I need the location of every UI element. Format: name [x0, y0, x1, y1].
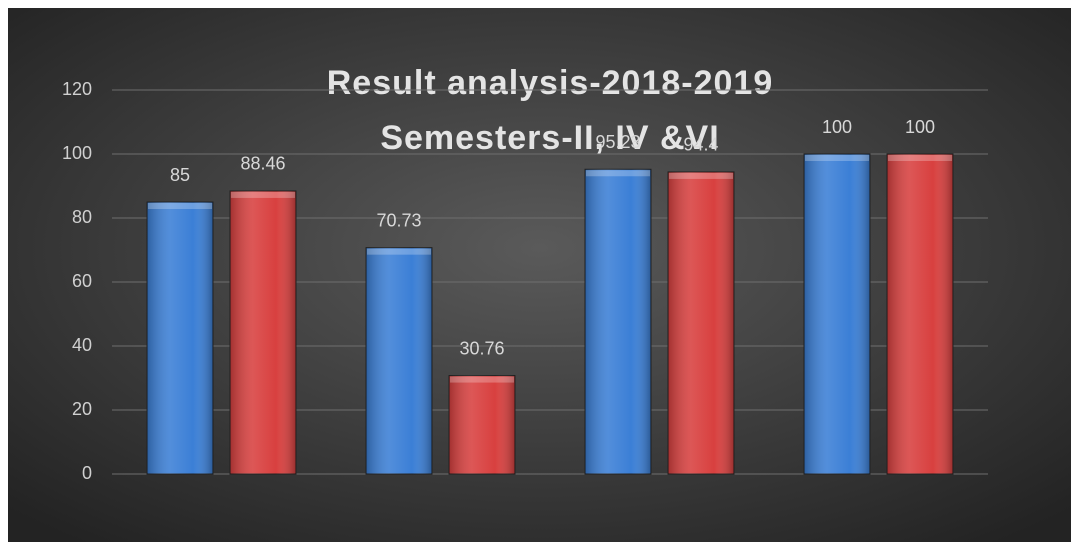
y-tick-label: 120 [62, 79, 92, 99]
bar-highlight [805, 155, 869, 161]
chart-title: Result analysis-2018-2019 [327, 64, 773, 102]
data-label: 94.4 [683, 135, 718, 155]
y-tick-label: 60 [72, 271, 92, 291]
bar [229, 190, 297, 475]
y-tick-label: 0 [82, 463, 92, 483]
bar-highlight [367, 248, 431, 255]
data-label: 88.46 [240, 154, 285, 174]
bar-highlight [148, 203, 212, 209]
data-label: 85 [170, 165, 190, 185]
data-label: 30.76 [459, 338, 504, 358]
bar [886, 153, 954, 475]
y-tick-label: 40 [72, 335, 92, 355]
bar-highlight [669, 172, 733, 179]
bar [667, 171, 735, 475]
bar-highlight [888, 155, 952, 161]
chart-subtitle: Semesters-II, IV &VI [380, 119, 719, 157]
bar-highlight [231, 191, 295, 198]
data-label: 100 [822, 117, 852, 137]
data-label: 100 [905, 117, 935, 137]
bar [448, 375, 516, 475]
data-label: 95.23 [595, 132, 640, 152]
bar [803, 153, 871, 475]
bar-highlight [586, 170, 650, 177]
bar [146, 201, 214, 475]
bar-highlight [450, 376, 514, 383]
data-label: 70.73 [376, 210, 421, 230]
y-tick-label: 20 [72, 399, 92, 419]
y-tick-label: 80 [72, 207, 92, 227]
y-tick-label: 100 [62, 143, 92, 163]
bar [584, 168, 652, 475]
bar [365, 247, 433, 475]
